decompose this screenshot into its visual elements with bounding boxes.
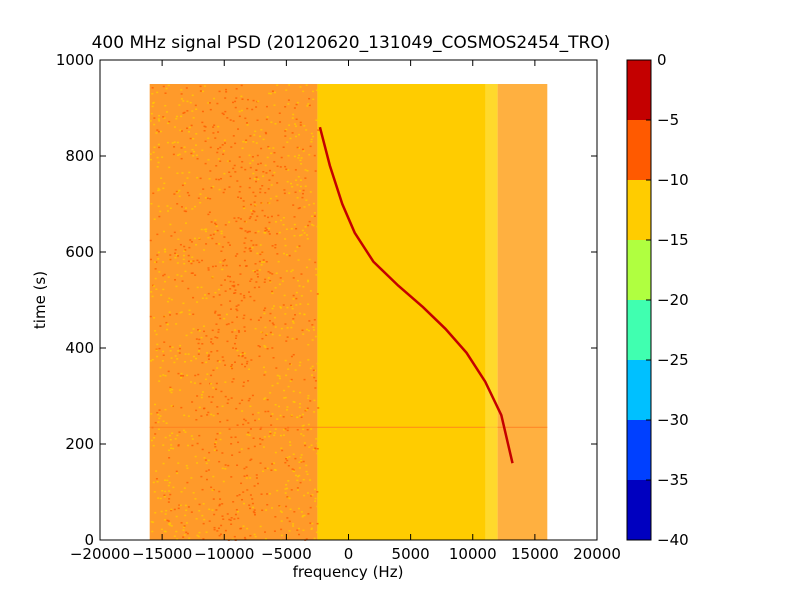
heatmap-band-1 (317, 84, 498, 540)
colorbar: −40 −35 −30 −25 −20 −15 −10 −5 0 (626, 51, 689, 549)
x-tick-label: 15000 (511, 545, 559, 563)
colorbar-segment (627, 240, 651, 300)
signal-trace (318, 126, 514, 464)
y-axis: 0 200 400 600 800 1000 (56, 51, 597, 549)
colorbar-segment (627, 120, 651, 180)
x-tick-label: 10000 (449, 545, 497, 563)
colorbar-tick-label: −10 (657, 171, 689, 189)
y-tick-label: 1000 (56, 51, 94, 69)
y-tick-label: 400 (65, 339, 94, 357)
x-tick-label: −5000 (261, 545, 312, 563)
colorbar-tick-label: 0 (657, 51, 667, 69)
x-tick-label: 5000 (392, 545, 430, 563)
colorbar-tick-label: −15 (657, 231, 689, 249)
heatmap-texture (149, 84, 548, 542)
colorbar-tick-label: −20 (657, 291, 689, 309)
x-tick-label: 20000 (573, 545, 621, 563)
y-tick-label: 0 (84, 531, 94, 549)
colorbar-tick-label: −30 (657, 411, 689, 429)
x-tick-label: −15000 (132, 545, 192, 563)
plot-area (99, 59, 598, 542)
colorbar-tick-label: −25 (657, 351, 689, 369)
colorbar-segment (627, 180, 651, 240)
x-tick-label: −10000 (194, 545, 254, 563)
x-tick-label: −20000 (70, 545, 130, 563)
chart-title: 400 MHz signal PSD (20120620_131049_COSM… (92, 33, 611, 53)
colorbar-tick-label: −40 (657, 531, 689, 549)
colorbar-segment (627, 420, 651, 480)
colorbar-segment (627, 480, 651, 540)
colorbar-segment (627, 60, 651, 120)
heatmap (149, 84, 548, 542)
heatmap-band-2 (497, 84, 548, 540)
colorbar-tick-label: −35 (657, 471, 689, 489)
heatmap-band-0 (149, 84, 318, 540)
x-axis: −20000 −15000 −10000 −5000 0 5000 10000 15000 20… (70, 60, 621, 563)
x-axis-label: frequency (Hz) (293, 563, 404, 581)
y-tick-label: 200 (65, 435, 94, 453)
y-axis-label: time (s) (31, 271, 49, 329)
y-tick-label: 600 (65, 243, 94, 261)
colorbar-segment (627, 360, 651, 420)
colorbar-segment (627, 300, 651, 360)
x-tick-label: 0 (344, 545, 354, 563)
colorbar-tick-label: −5 (657, 111, 679, 129)
y-tick-label: 800 (65, 147, 94, 165)
